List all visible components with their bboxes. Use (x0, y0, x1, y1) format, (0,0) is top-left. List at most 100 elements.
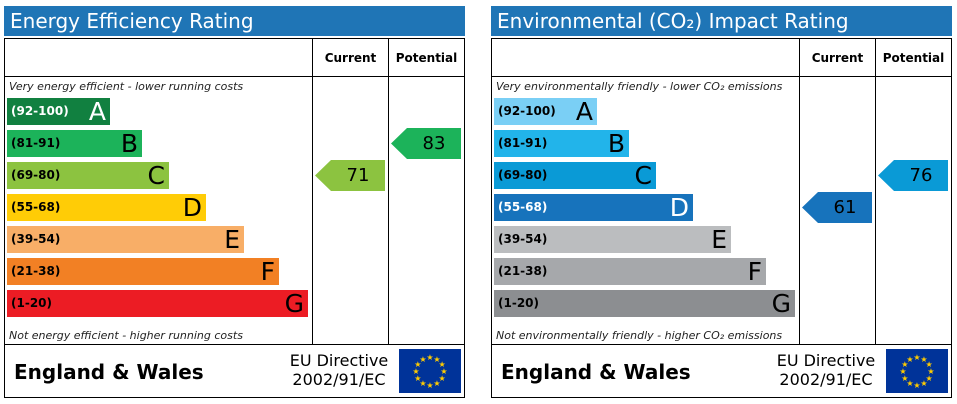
eu-flag-graphic: ★ ★★★★★★★★★★★ (886, 349, 948, 393)
arrow-shape (802, 192, 872, 223)
potential-rating-value: 83 (422, 133, 446, 154)
band-letter: G (284, 289, 304, 318)
star-icon: ★ (426, 353, 433, 362)
footer-divider (491, 344, 952, 345)
footer-divider (4, 344, 465, 345)
band-letter: B (120, 129, 138, 158)
rating-band-g: (1-20) G (7, 289, 308, 318)
star-icon: ★ (913, 381, 920, 390)
star-icon: ★ (926, 360, 933, 369)
star-icon: ★ (433, 355, 440, 364)
star-icon: ★ (440, 367, 447, 376)
star-icon: ★ (439, 360, 446, 369)
star-icon: ★ (439, 374, 446, 383)
band-range-label: (39-54) (498, 232, 548, 246)
eu-flag-graphic: ★ ★★★★★★★★★★★ (399, 349, 461, 393)
star-icon: ★ (419, 379, 426, 388)
region-label: England & Wales (14, 360, 204, 384)
band-range-label: (1-20) (11, 296, 52, 310)
band-letter: A (88, 97, 106, 126)
potential-rating-value: 76 (909, 165, 933, 186)
band-letter: E (224, 225, 240, 254)
star-icon: ★ (927, 367, 934, 376)
rating-band-e: (39-54) E (494, 225, 731, 254)
bottom-caption: Not environmentally friendly - higher CO… (496, 329, 783, 342)
environmental-title: Environmental (CO₂) Impact Rating (491, 6, 952, 36)
rating-band-c: (69-80) C (7, 161, 169, 190)
directive-line-1: EU Directive (289, 351, 389, 370)
directive-line-2: 2002/91/EC (779, 370, 873, 389)
band-range-label: (55-68) (11, 200, 61, 214)
top-caption: Very environmentally friendly - lower CO… (496, 80, 783, 93)
band-range-label: (21-38) (11, 264, 61, 278)
star-icon: ★ (906, 355, 913, 364)
current-rating-arrow: 61 (802, 192, 872, 223)
star-icon: ★ (913, 353, 920, 362)
energy-efficiency-panel: Energy Efficiency Rating Current Potenti… (4, 6, 465, 398)
band-letter: C (634, 161, 652, 190)
star-icon: ★ (419, 355, 426, 364)
rating-band-e: (39-54) E (7, 225, 244, 254)
eu-directive-text: EU Directive 2002/91/EC (284, 351, 394, 389)
directive-line-1: EU Directive (776, 351, 876, 370)
band-letter: C (147, 161, 165, 190)
energy-frame (4, 38, 465, 398)
star-icon: ★ (920, 355, 927, 364)
rating-band-f: (21-38) F (494, 257, 766, 286)
current-rating-value: 61 (833, 197, 857, 218)
potential-rating-arrow: 76 (878, 160, 948, 191)
star-icon: ★ (412, 367, 419, 376)
star-icon: ★ (899, 367, 906, 376)
arrow-shape (878, 160, 948, 191)
band-letter: D (182, 193, 202, 222)
region-label: England & Wales (501, 360, 691, 384)
rating-band-b: (81-91) B (7, 129, 142, 158)
band-letter: F (747, 257, 762, 286)
star-icon: ★ (926, 374, 933, 383)
energy-title: Energy Efficiency Rating (4, 6, 465, 36)
band-letter: A (575, 97, 593, 126)
rating-band-g: (1-20) G (494, 289, 795, 318)
band-range-label: (69-80) (498, 168, 548, 182)
potential-column-header: Potential (882, 51, 945, 65)
arrow-shape (391, 128, 461, 159)
current-rating-value: 71 (346, 165, 370, 186)
band-range-label: (55-68) (498, 200, 548, 214)
star-icon: ★ (901, 360, 908, 369)
rating-band-b: (81-91) B (494, 129, 629, 158)
bottom-caption: Not energy efficient - higher running co… (9, 329, 243, 342)
band-letter: B (607, 129, 625, 158)
band-letter: F (260, 257, 275, 286)
eu-flag-icon: ★ ★ ★ ★ ★ ★ ★ ★ ★ ★ ★ ★ (399, 349, 461, 393)
band-range-label: (1-20) (498, 296, 539, 310)
rating-band-d: (55-68) D (494, 194, 693, 222)
band-letter: E (711, 225, 727, 254)
column-divider (875, 38, 876, 344)
rating-band-a: (92-100) A (494, 97, 597, 126)
column-divider (388, 38, 389, 344)
band-letter: G (771, 289, 791, 318)
environmental-impact-panel: Environmental (CO₂) Impact Rating Curren… (491, 6, 952, 398)
rating-band-c: (69-80) C (494, 161, 656, 190)
column-divider (312, 38, 313, 344)
star-icon: ★ (906, 379, 913, 388)
band-range-label: (92-100) (498, 104, 556, 118)
band-range-label: (81-91) (498, 136, 548, 150)
rating-band-a: (92-100) A (7, 97, 110, 126)
star-icon: ★ (433, 379, 440, 388)
band-range-label: (81-91) (11, 136, 61, 150)
header-divider (491, 76, 952, 77)
star-icon: ★ (414, 374, 421, 383)
star-icon: ★ (426, 381, 433, 390)
environmental-frame (491, 38, 952, 398)
column-divider (799, 38, 800, 344)
header-divider (4, 76, 465, 77)
band-range-label: (92-100) (11, 104, 69, 118)
potential-column-header: Potential (395, 51, 458, 65)
current-column-header: Current (324, 51, 377, 65)
band-range-label: (69-80) (11, 168, 61, 182)
top-caption: Very energy efficient - lower running co… (9, 80, 244, 93)
rating-band-d: (55-68) D (7, 193, 206, 222)
star-icon: ★ (920, 379, 927, 388)
rating-band-f: (21-38) F (7, 257, 279, 286)
